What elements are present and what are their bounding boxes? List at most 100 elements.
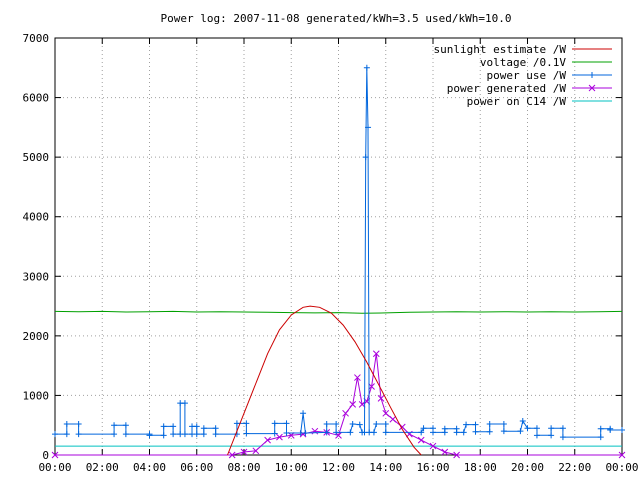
data-point-marker — [333, 429, 340, 436]
y-tick-label: 0 — [42, 449, 49, 462]
data-point-marker — [356, 421, 363, 428]
data-point-marker — [75, 421, 82, 428]
y-tick-label: 1000 — [23, 389, 50, 402]
data-point-marker — [212, 425, 219, 432]
data-point-marker — [228, 451, 236, 459]
data-point-marker — [283, 429, 290, 436]
data-point-marker — [382, 409, 390, 417]
data-point-marker — [519, 418, 526, 425]
data-point-marker — [160, 423, 167, 430]
x-tick-label: 10:00 — [275, 461, 308, 474]
x-tick-label: 20:00 — [511, 461, 544, 474]
data-point-marker — [122, 431, 129, 438]
data-point-marker — [170, 423, 177, 430]
series-layer — [51, 64, 626, 459]
data-point-marker — [212, 431, 219, 438]
series-line — [227, 305, 422, 456]
data-point-marker — [276, 433, 283, 441]
x-tick-label: 12:00 — [322, 461, 355, 474]
data-point-marker — [373, 421, 380, 428]
data-point-marker — [243, 430, 250, 437]
data-point-marker — [377, 395, 385, 402]
data-point-marker — [200, 425, 207, 432]
data-point-marker — [323, 421, 330, 428]
data-point-marker — [441, 448, 449, 456]
axes: 0 1000 2000 3000 4000 5000 6000 7000 00:00 02:00 0… — [23, 32, 639, 474]
data-point-marker — [349, 421, 356, 428]
grid — [55, 38, 622, 455]
data-point-marker — [354, 374, 361, 381]
data-point-marker — [333, 421, 340, 428]
data-point-marker — [362, 154, 369, 161]
data-point-marker — [619, 426, 625, 433]
data-point-marker — [524, 425, 531, 432]
data-point-marker — [349, 401, 357, 408]
data-point-marker — [548, 432, 555, 439]
x-tick-label: 00:00 — [38, 461, 71, 474]
x-tick-label: 14:00 — [369, 461, 402, 474]
legend-label: power generated /W — [447, 82, 567, 95]
data-point-marker — [363, 64, 370, 71]
data-point-marker — [75, 431, 82, 438]
data-point-marker — [146, 432, 153, 439]
data-point-marker — [559, 434, 566, 441]
x-tick-label: 04:00 — [133, 461, 166, 474]
data-point-marker — [597, 434, 604, 441]
data-point-marker — [486, 428, 493, 435]
data-point-marker — [323, 429, 330, 436]
legend-label: voltage /0.1V — [480, 56, 566, 69]
data-point-marker — [243, 420, 250, 427]
data-point-marker — [559, 425, 566, 432]
data-point-marker — [597, 425, 604, 432]
y-tick-label: 4000 — [23, 211, 50, 224]
legend-label: power use /W — [487, 69, 567, 82]
data-point-marker — [589, 72, 595, 78]
data-point-marker — [453, 429, 460, 436]
data-point-marker — [417, 436, 425, 444]
data-point-marker — [181, 431, 188, 438]
data-point-marker — [430, 429, 436, 436]
data-point-marker — [193, 423, 200, 430]
data-point-marker — [271, 420, 278, 427]
data-point-marker — [372, 350, 380, 358]
data-point-marker — [63, 431, 70, 438]
data-point-marker — [63, 421, 70, 428]
y-tick-label: 6000 — [23, 92, 50, 105]
series-line — [54, 310, 623, 314]
data-point-marker — [193, 431, 200, 438]
data-point-marker — [365, 124, 372, 131]
data-point-marker — [347, 429, 354, 436]
data-point-marker — [517, 428, 524, 435]
x-tick-label: 00:00 — [605, 461, 638, 474]
data-point-marker — [51, 451, 59, 459]
series-voltage-0-1v — [54, 310, 623, 314]
data-point-marker — [607, 426, 614, 433]
series-sunlight-estimate-w — [227, 305, 422, 456]
x-tick-label: 08:00 — [227, 461, 260, 474]
chart-title: Power log: 2007-11-08 generated/kWh=3.5 … — [161, 12, 512, 25]
series-line — [55, 353, 622, 456]
data-point-marker — [370, 429, 377, 436]
data-point-marker — [302, 429, 309, 436]
y-tick-label: 3000 — [23, 270, 50, 283]
data-point-marker — [283, 420, 290, 427]
data-point-marker — [122, 422, 129, 429]
data-point-marker — [463, 421, 470, 428]
data-point-marker — [160, 432, 167, 439]
data-point-marker — [111, 431, 118, 438]
data-point-marker — [486, 421, 493, 428]
data-point-marker — [111, 422, 118, 429]
data-point-marker — [548, 425, 555, 432]
data-point-marker — [233, 420, 240, 427]
data-point-marker — [300, 410, 307, 417]
series-power-use-w — [52, 64, 625, 441]
data-point-marker — [252, 447, 260, 455]
data-point-marker — [389, 415, 397, 423]
data-point-marker — [441, 425, 448, 432]
data-point-marker — [264, 436, 271, 444]
y-tick-label: 5000 — [23, 151, 50, 164]
x-tick-label: 06:00 — [180, 461, 213, 474]
y-tick-label: 7000 — [23, 32, 50, 45]
data-point-marker — [271, 430, 278, 437]
